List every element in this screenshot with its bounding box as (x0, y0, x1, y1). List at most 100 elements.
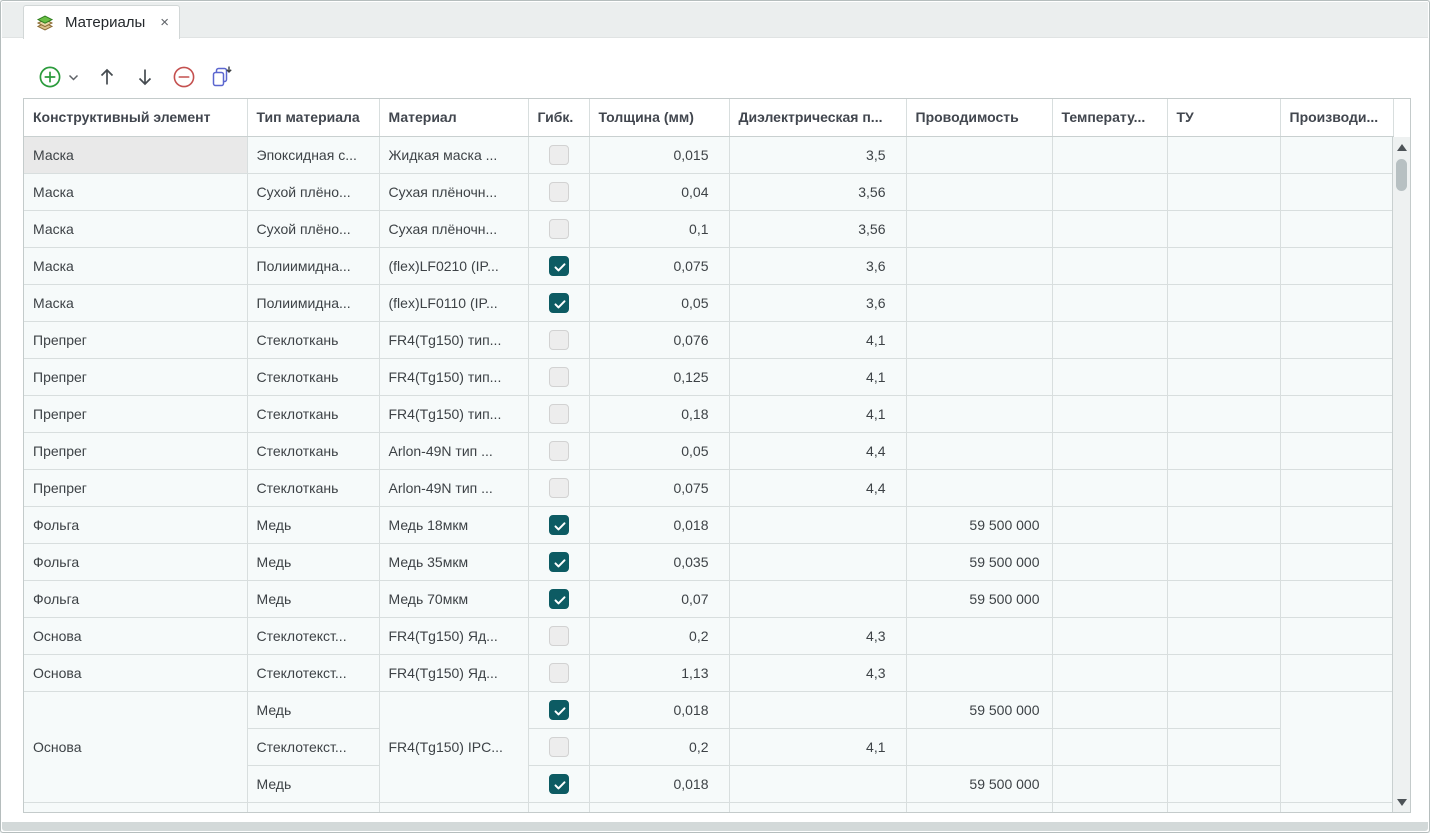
cell[interactable]: 0,2 (589, 728, 730, 766)
cell[interactable]: 0,076 (589, 321, 730, 359)
cell[interactable]: 0,035 (589, 543, 730, 581)
cell[interactable]: Сухая плёночн... (379, 210, 529, 248)
cell[interactable]: Медь (247, 543, 380, 581)
cell[interactable] (1052, 358, 1168, 396)
cell[interactable]: Жидкая маска ... (379, 136, 529, 174)
cell[interactable]: Основа (24, 691, 248, 803)
cell[interactable] (906, 432, 1053, 470)
cell[interactable]: Основа (24, 654, 248, 692)
cell[interactable] (528, 432, 590, 470)
flex-checkbox[interactable] (548, 255, 569, 276)
cell[interactable] (528, 617, 590, 655)
cell[interactable] (1167, 765, 1281, 803)
cell[interactable]: (flex)LF0110 (IP... (379, 284, 529, 322)
cell[interactable] (1052, 580, 1168, 618)
cell[interactable]: Стеклотекст... (247, 617, 380, 655)
cell[interactable] (1167, 395, 1281, 433)
cell[interactable] (247, 802, 380, 812)
cell[interactable]: Препрег (24, 395, 248, 433)
cell[interactable] (1280, 802, 1394, 812)
cell[interactable]: 0,2 (589, 617, 730, 655)
cell[interactable] (1052, 506, 1168, 544)
cell[interactable] (1052, 728, 1168, 766)
cell[interactable] (1167, 506, 1281, 544)
cell[interactable] (1167, 210, 1281, 248)
cell[interactable] (379, 802, 529, 812)
cell[interactable] (1167, 321, 1281, 359)
cell[interactable] (1280, 580, 1394, 618)
cell[interactable] (1280, 321, 1394, 359)
cell[interactable]: Медь (247, 506, 380, 544)
cell[interactable]: Стеклотекст... (247, 654, 380, 692)
cell[interactable] (528, 321, 590, 359)
flex-checkbox[interactable] (548, 699, 569, 720)
cell[interactable] (1280, 247, 1394, 285)
cell[interactable] (528, 506, 590, 544)
cell[interactable] (1052, 469, 1168, 507)
flex-checkbox[interactable] (548, 440, 569, 461)
duplicate-button[interactable] (208, 63, 234, 91)
column-header-8[interactable]: Температу... (1052, 99, 1168, 137)
cell[interactable] (1167, 469, 1281, 507)
cell[interactable]: FR4(Tg150) тип... (379, 321, 529, 359)
cell[interactable]: Полиимидна... (247, 284, 380, 322)
cell[interactable]: Маска (24, 136, 248, 174)
cell[interactable]: Стеклоткань (247, 432, 380, 470)
column-header-9[interactable]: ТУ (1167, 99, 1281, 137)
cell[interactable] (1052, 802, 1168, 812)
scroll-up-button[interactable] (1393, 137, 1410, 157)
cell[interactable] (1167, 543, 1281, 581)
cell[interactable] (1052, 617, 1168, 655)
cell[interactable]: 4,1 (729, 358, 907, 396)
cell[interactable] (729, 765, 907, 803)
cell[interactable]: 0,075 (589, 469, 730, 507)
flex-checkbox[interactable] (548, 625, 569, 646)
cell[interactable] (528, 136, 590, 174)
flex-checkbox[interactable] (548, 514, 569, 535)
cell[interactable]: Препрег (24, 432, 248, 470)
cell[interactable] (906, 284, 1053, 322)
close-icon[interactable]: × (160, 14, 169, 31)
cell[interactable]: Сухой плёно... (247, 210, 380, 248)
cell[interactable] (1280, 358, 1394, 396)
cell[interactable]: 59 500 000 (906, 506, 1053, 544)
cell[interactable]: Медь (247, 580, 380, 618)
cell[interactable] (528, 210, 590, 248)
cell[interactable]: 4,1 (729, 728, 907, 766)
scroll-down-button[interactable] (1393, 792, 1410, 812)
cell[interactable] (589, 802, 730, 812)
flex-checkbox[interactable] (548, 292, 569, 313)
cell[interactable]: Эпоксидная с... (247, 136, 380, 174)
cell[interactable] (729, 580, 907, 618)
cell[interactable] (1280, 654, 1394, 692)
cell[interactable]: Arlon-49N тип ... (379, 432, 529, 470)
flex-checkbox[interactable] (548, 588, 569, 609)
cell[interactable]: 0,05 (589, 432, 730, 470)
cell[interactable] (528, 358, 590, 396)
cell[interactable] (906, 321, 1053, 359)
cell[interactable]: 4,4 (729, 469, 907, 507)
cell[interactable]: 3,56 (729, 210, 907, 248)
cell[interactable] (528, 765, 590, 803)
column-header-3[interactable]: Материал (379, 99, 529, 137)
cell[interactable] (729, 691, 907, 729)
cell[interactable]: Стеклоткань (247, 469, 380, 507)
cell[interactable]: 59 500 000 (906, 543, 1053, 581)
cell[interactable] (1052, 136, 1168, 174)
cell[interactable] (1052, 432, 1168, 470)
cell[interactable]: Полиимидна... (247, 247, 380, 285)
move-down-button[interactable] (133, 63, 157, 91)
cell[interactable] (1052, 284, 1168, 322)
cell[interactable] (1280, 543, 1394, 581)
flex-checkbox[interactable] (548, 181, 569, 202)
cell[interactable] (1280, 506, 1394, 544)
cell[interactable] (906, 210, 1053, 248)
cell[interactable] (1280, 469, 1394, 507)
cell[interactable] (906, 469, 1053, 507)
cell[interactable]: 0,075 (589, 247, 730, 285)
cell[interactable]: FR4(Tg150) IPC... (379, 691, 529, 803)
cell[interactable]: 0,018 (589, 765, 730, 803)
cell[interactable]: Медь (247, 691, 380, 729)
cell[interactable] (1167, 728, 1281, 766)
cell[interactable] (24, 802, 248, 812)
